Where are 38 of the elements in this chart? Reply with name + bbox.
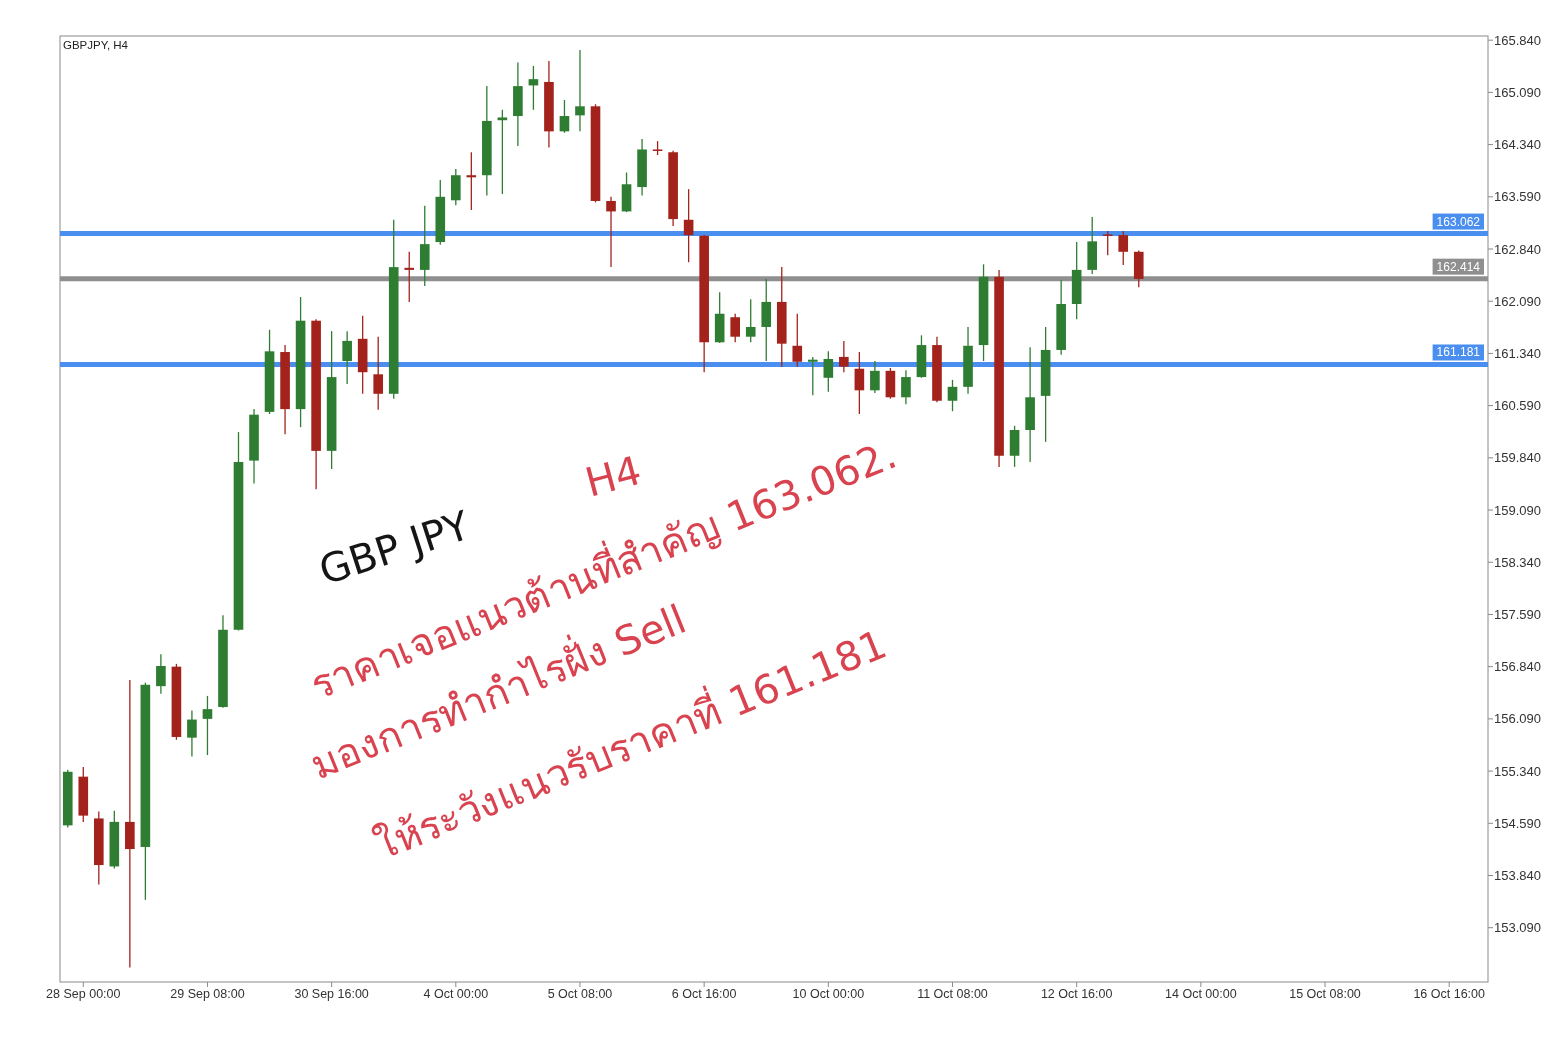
y-tick-label: 159.090: [1494, 502, 1541, 518]
y-tick-label: 156.090: [1494, 711, 1541, 727]
x-tick-label: 10 Oct 00:00: [792, 987, 865, 1001]
y-tick-label: 154.590: [1494, 815, 1541, 831]
x-tick-label: 16 Oct 16:00: [1413, 987, 1486, 1001]
ref-line: 162.414: [60, 258, 1488, 282]
x-tick-label: 11 Oct 08:00: [917, 987, 988, 1001]
y-tick-label: 162.840: [1494, 241, 1541, 257]
ref-line-label: 163.062: [1436, 214, 1481, 229]
y-tick-label: 156.840: [1494, 659, 1541, 675]
chart-title: GBPJPY, H4: [63, 39, 129, 51]
y-tick-label: 162.090: [1494, 293, 1541, 309]
ref-line: 161.181: [60, 344, 1488, 367]
annotation: H4: [580, 446, 646, 506]
x-tick-label: 4 Oct 00:00: [423, 987, 489, 1001]
x-tick-label: 6 Oct 16:00: [671, 987, 737, 1001]
ref-line: 163.062: [60, 213, 1488, 237]
x-tick-label: 12 Oct 16:00: [1040, 987, 1113, 1001]
x-tick-label: 15 Oct 08:00: [1289, 987, 1361, 1001]
y-tick-label: 161.340: [1494, 345, 1541, 361]
y-tick-label: 163.590: [1494, 189, 1541, 205]
x-tick-label: 5 Oct 08:00: [547, 987, 613, 1001]
y-tick-label: 153.090: [1494, 920, 1541, 936]
y-tick-label: 165.840: [1494, 32, 1541, 48]
y-tick-label: 164.340: [1494, 137, 1541, 153]
y-tick-label: 160.590: [1494, 398, 1541, 414]
x-tick-label: 29 Sep 08:00: [170, 987, 245, 1001]
y-tick-label: 158.340: [1494, 554, 1541, 570]
y-tick-label: 153.840: [1494, 868, 1541, 883]
ref-line-label: 162.414: [1436, 259, 1481, 274]
ref-line-label: 161.181: [1436, 345, 1481, 360]
y-tick-label: 155.340: [1494, 763, 1541, 779]
y-tick-label: 157.590: [1494, 606, 1541, 622]
x-tick-label: 28 Sep 00:00: [46, 987, 121, 1001]
y-tick-label: 165.090: [1494, 84, 1541, 100]
x-tick-label: 14 Oct 00:00: [1165, 987, 1237, 1001]
y-tick-label: 159.840: [1494, 450, 1541, 466]
x-tick-label: 30 Sep 16:00: [294, 987, 369, 1001]
